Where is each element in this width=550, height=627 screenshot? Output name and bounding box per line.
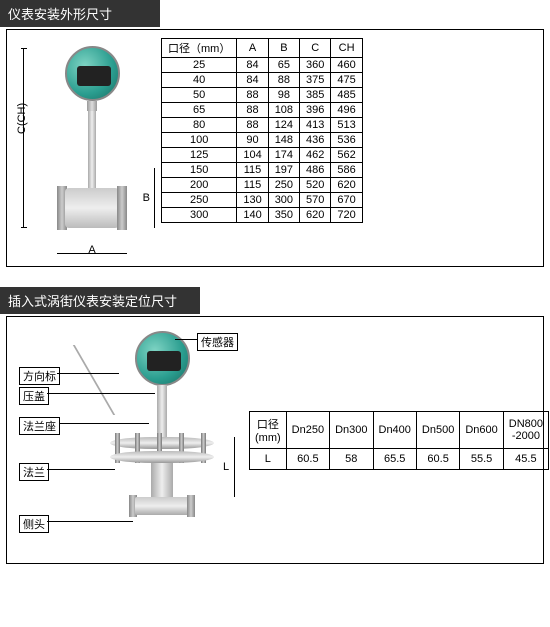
- table-header: 口径 (mm): [250, 411, 287, 448]
- table-header: DN800 -2000: [503, 411, 548, 448]
- section1-title: 仪表安装外形尺寸: [0, 0, 160, 27]
- callout-flange: 法兰: [19, 463, 49, 481]
- table-row: 258465360460: [162, 58, 363, 73]
- table-row: 10090148436536: [162, 133, 363, 148]
- neck-2: [151, 463, 173, 497]
- callout-flange-seat: 法兰座: [19, 417, 60, 435]
- table-row: 200115250520620: [162, 178, 363, 193]
- dimensions-table: 口径（mm）ABCCH25846536046040848837547550889…: [161, 38, 363, 223]
- callout-side-head: 侧头: [19, 515, 49, 533]
- lcd-icon: [77, 66, 111, 86]
- meter-body: [65, 188, 119, 228]
- table-row: 150115197486586: [162, 163, 363, 178]
- table-row: 6588108396496: [162, 103, 363, 118]
- table-header: Dn600: [460, 411, 503, 448]
- stem-2: [157, 385, 167, 440]
- table-header: Dn400: [373, 411, 416, 448]
- table-header: A: [237, 39, 268, 58]
- table-header: Dn500: [416, 411, 459, 448]
- table-row: 408488375475: [162, 73, 363, 88]
- dim-a: A: [57, 240, 127, 254]
- lcd-icon: [147, 351, 181, 371]
- flange-right: [117, 186, 127, 230]
- table-row: 508898385485: [162, 88, 363, 103]
- body-flange-r: [187, 495, 195, 517]
- table-row: 250130300570670: [162, 193, 363, 208]
- flange-bottom: [110, 451, 214, 463]
- panel-2: 传感器 方向标 压盖 法兰座 法兰 侧头 L 口径 (mm)Dn250Dn300…: [6, 316, 544, 564]
- meter-body-2: [135, 497, 189, 515]
- neck: [87, 101, 97, 111]
- dim-l: L: [217, 437, 235, 497]
- table-header: Dn300: [330, 411, 373, 448]
- dim-b: B: [137, 168, 155, 228]
- meter-diagram-2: 传感器 方向标 压盖 法兰座 法兰 侧头 L: [15, 325, 245, 555]
- insertion-table: 口径 (mm)Dn250Dn300Dn400Dn500Dn600DN800 -2…: [249, 411, 549, 470]
- callout-cap: 压盖: [19, 387, 49, 405]
- table-header: CH: [331, 39, 362, 58]
- dim-c: C(CH): [23, 48, 61, 228]
- table-row: 8088124413513: [162, 118, 363, 133]
- table-header: 口径（mm）: [162, 39, 237, 58]
- table-header: Dn250: [286, 411, 329, 448]
- callout-sensor: 传感器: [197, 333, 238, 351]
- table-row: L60.55865.560.555.545.5: [250, 448, 549, 469]
- section2-title: 插入式涡街仪表安装定位尺寸: [0, 287, 200, 314]
- meter-head: [65, 46, 120, 101]
- callout-direction: 方向标: [19, 367, 60, 385]
- panel-1: C(CH) B A 口径（mm）ABCCH2584653604604084883…: [6, 29, 544, 267]
- meter-diagram-1: C(CH) B A: [15, 38, 155, 258]
- table-header: C: [300, 39, 331, 58]
- table-row: 125104174462562: [162, 148, 363, 163]
- table-row: 300140350620720: [162, 208, 363, 223]
- table-header: B: [268, 39, 299, 58]
- stem: [88, 111, 96, 191]
